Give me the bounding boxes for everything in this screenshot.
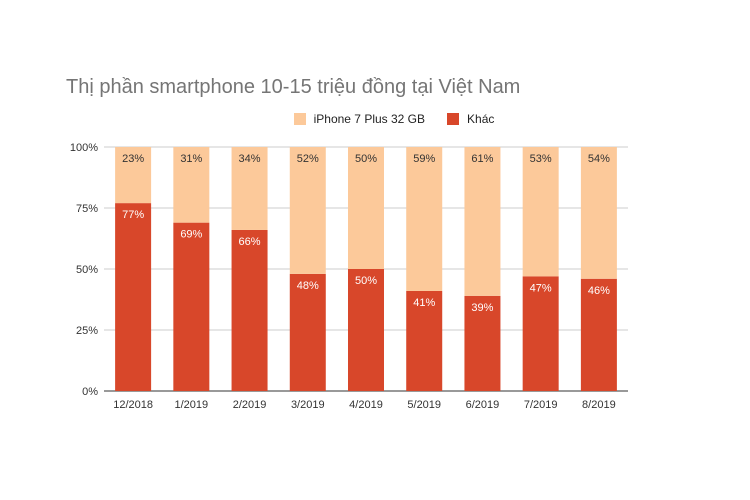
data-label-khac: 46% (588, 285, 610, 297)
bar-segment-iphone (464, 147, 501, 296)
data-label-khac: 39% (471, 302, 493, 314)
data-label-iphone: 31% (180, 153, 202, 165)
y-tick-label: 100% (70, 142, 98, 154)
data-label-iphone: 34% (239, 153, 261, 165)
chart-title: Thị phần smartphone 10-15 triệu đồng tại… (66, 76, 521, 98)
bar-segment-khac (580, 278, 617, 391)
bar-segment-iphone (580, 147, 617, 279)
y-tick-label: 25% (76, 325, 98, 337)
bar-segment-khac (348, 269, 384, 391)
x-tick-label: 6/2019 (466, 399, 500, 411)
legend-label-khac: Khác (467, 112, 495, 126)
y-tick-label: 75% (76, 203, 98, 215)
legend-item-khac: Khác (447, 112, 494, 126)
y-tick-label: 0% (82, 386, 98, 398)
data-label-khac: 50% (355, 275, 377, 287)
data-label-iphone: 61% (471, 153, 493, 165)
bar-segment-iphone (406, 147, 443, 291)
bar-segment-iphone (522, 147, 559, 277)
bar-segment-khac (406, 290, 443, 391)
bar-segment-khac (289, 273, 326, 391)
y-tick-label: 50% (76, 264, 98, 276)
data-label-khac: 66% (239, 236, 261, 248)
bar-segment-iphone (348, 147, 384, 269)
x-tick-label: 7/2019 (524, 399, 558, 411)
data-label-iphone: 52% (297, 153, 319, 165)
bar-segment-iphone (115, 147, 152, 204)
legend-item-iphone: iPhone 7 Plus 32 GB (293, 112, 426, 126)
data-label-khac: 47% (530, 282, 552, 294)
data-label-khac: 48% (297, 280, 319, 292)
bar-segment-khac (522, 276, 559, 391)
data-label-iphone: 54% (588, 153, 610, 165)
bar-segment-khac (464, 295, 501, 391)
x-tick-label: 5/2019 (407, 399, 441, 411)
data-label-iphone: 59% (413, 153, 435, 165)
x-tick-label: 2/2019 (233, 399, 267, 411)
bar-segment-khac (115, 203, 152, 391)
bar-segment-khac (173, 222, 210, 391)
data-label-khac: 41% (413, 297, 435, 309)
x-tick-label: 1/2019 (175, 399, 209, 411)
data-label-khac: 69% (180, 229, 202, 241)
x-tick-label: 12/2018 (113, 399, 153, 411)
bar-segment-iphone (289, 147, 326, 274)
legend-swatch-khac (447, 113, 460, 125)
data-label-khac: 77% (122, 209, 144, 221)
bar-segment-iphone (173, 147, 210, 223)
data-label-iphone: 23% (122, 153, 144, 165)
x-tick-label: 3/2019 (291, 399, 325, 411)
legend-swatch-iphone (293, 113, 306, 125)
data-label-iphone: 50% (355, 153, 377, 165)
data-label-iphone: 53% (530, 153, 552, 165)
x-tick-label: 4/2019 (349, 399, 383, 411)
x-tick-label: 8/2019 (582, 399, 616, 411)
bar-segment-iphone (231, 147, 268, 230)
legend-label-iphone: iPhone 7 Plus 32 GB (313, 112, 426, 126)
legend: iPhone 7 Plus 32 GB Khác (0, 112, 750, 126)
bar-segment-khac (231, 229, 268, 391)
